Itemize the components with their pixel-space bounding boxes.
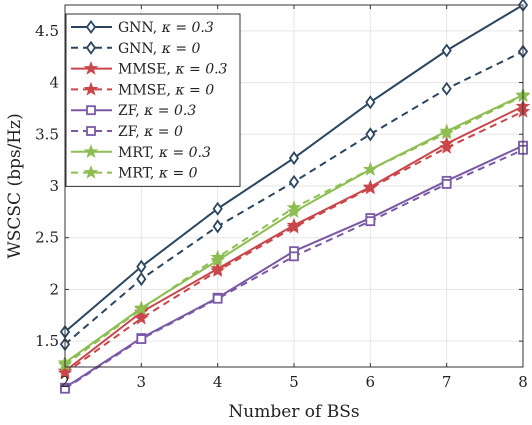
y-tick-label: 2: [49, 280, 59, 298]
x-tick-label: 6: [366, 373, 376, 391]
legend-marker: [86, 126, 96, 136]
legend-label: GNN, κ = 0.3: [118, 20, 214, 36]
legend-method: ZF,: [118, 124, 144, 140]
y-tick-label: 4.5: [35, 22, 59, 40]
legend-method: MMSE,: [118, 82, 175, 98]
data-point: [210, 263, 225, 278]
data-point: [136, 334, 147, 344]
data-point: [289, 251, 299, 262]
legend-method: MRT,: [118, 145, 159, 161]
legend-entry: ZF, κ = 0: [71, 124, 183, 140]
legend-kappa: κ = 0.3: [158, 145, 211, 161]
legend-entry: MRT, κ = 0: [71, 164, 198, 182]
data-point: [286, 219, 302, 234]
legend-entry: MRT, κ = 0.3: [71, 144, 211, 161]
y-axis-label: WSCSC (bps/Hz): [5, 113, 25, 258]
series-0: [59, 0, 529, 339]
legend-method: MRT,: [118, 166, 159, 182]
data-point: [441, 81, 452, 96]
legend-marker: [86, 105, 96, 116]
data-point: [365, 127, 376, 142]
legend-entry: GNN, κ = 0: [71, 40, 201, 57]
legend-kappa: κ = 0: [161, 41, 201, 57]
data-point: [288, 174, 300, 189]
legend-label: MRT, κ = 0.3: [118, 145, 211, 161]
legend-kappa: κ = 0.3: [174, 62, 227, 78]
legend-entry: ZF, κ = 0.3: [71, 103, 196, 119]
legend-label: MMSE, κ = 0.3: [118, 62, 228, 78]
y-tick-label: 2.5: [35, 229, 59, 247]
data-point: [134, 301, 149, 316]
series-1: [59, 44, 529, 352]
data-point: [212, 219, 223, 234]
x-tick-label: 3: [137, 373, 147, 391]
legend-kappa: κ = 0.3: [143, 103, 196, 119]
data-point: [212, 201, 223, 216]
axis-ticks: 2 3 4 5 6 7 8 1.5 2 2.5 3 3.5 4 4.5: [35, 5, 528, 391]
data-point: [365, 95, 376, 110]
data-point: [57, 365, 73, 380]
legend-entry: GNN, κ = 0.3: [71, 19, 214, 36]
y-tick-label: 1.5: [35, 332, 59, 350]
legend-marker: [85, 19, 97, 35]
legend-marker: [83, 164, 99, 179]
data-point: [288, 151, 300, 166]
legend-kappa: κ = 0: [174, 82, 214, 98]
legend-method: ZF,: [118, 103, 144, 119]
data-point: [136, 259, 147, 274]
y-tick-label: 4: [49, 74, 59, 92]
legend-label: MRT, κ = 0: [118, 166, 198, 182]
x-tick-label: 5: [289, 373, 299, 391]
x-tick-label: 8: [518, 373, 528, 391]
legend-entry: MMSE, κ = 0: [71, 81, 214, 98]
y-tick-label: 3.5: [35, 125, 59, 143]
legend-method: MMSE,: [118, 62, 175, 78]
data-point: [363, 180, 378, 195]
legend-kappa: κ = 0: [158, 166, 198, 182]
x-tick-label: 4: [213, 373, 223, 391]
legend-kappa: κ = 0.3: [161, 20, 214, 36]
data-point: [439, 140, 454, 154]
data-point: [365, 216, 376, 227]
data-point: [134, 310, 149, 325]
x-axis-label: Number of BSs: [228, 402, 359, 422]
data-point: [286, 200, 302, 214]
legend-marker: [85, 40, 97, 55]
legend-label: MMSE, κ = 0: [118, 82, 214, 98]
legend-method: GNN,: [118, 41, 162, 57]
x-tick-label: 2: [60, 373, 70, 391]
data-point: [60, 383, 70, 394]
x-tick-label: 7: [442, 373, 452, 391]
data-point: [286, 204, 302, 219]
legend-label: ZF, κ = 0: [118, 124, 183, 140]
legend-box: [65, 13, 241, 187]
legend-entry: MMSE, κ = 0.3: [71, 60, 228, 78]
data-point: [210, 249, 225, 264]
data-point: [441, 179, 452, 189]
legend-label: GNN, κ = 0: [118, 41, 201, 57]
legend-label: ZF, κ = 0.3: [118, 103, 196, 119]
y-tick-label: 3: [49, 177, 59, 195]
data-point: [439, 125, 454, 140]
data-point: [136, 272, 147, 287]
legend-marker: [83, 60, 99, 75]
legend-marker: [83, 81, 99, 96]
legend-kappa: κ = 0: [143, 124, 183, 140]
legend-marker: [83, 144, 99, 158]
data-point: [441, 43, 452, 58]
data-point: [363, 161, 378, 176]
legend-method: GNN,: [118, 20, 162, 36]
data-point: [212, 293, 223, 304]
